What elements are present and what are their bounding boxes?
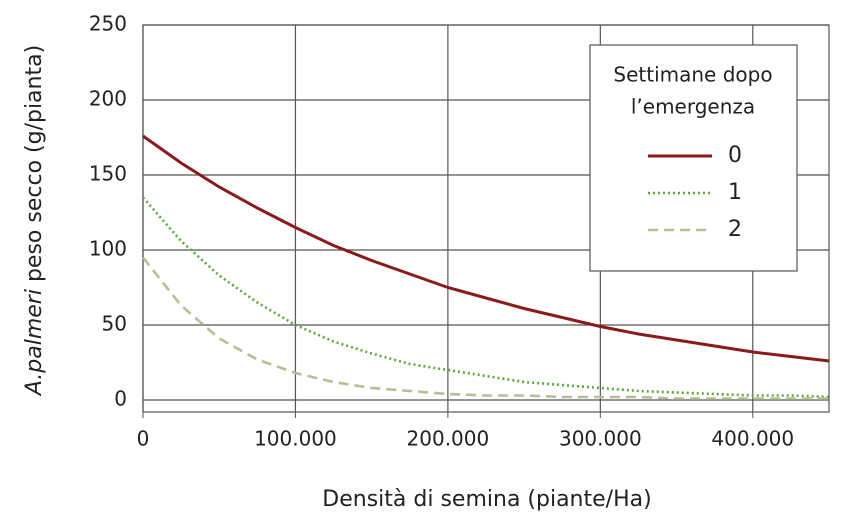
- y-axis-label-rest: peso secco (g/pianta): [22, 45, 47, 282]
- x-tick-label: 200.000: [407, 427, 490, 451]
- y-tick-label: 200: [89, 87, 127, 111]
- x-tick-label: 0: [137, 427, 150, 451]
- x-tick-label: 300.000: [559, 427, 642, 451]
- legend-label: 0: [728, 143, 742, 168]
- legend-title: Settimane dopo: [613, 63, 772, 87]
- y-tick-label: 0: [114, 387, 127, 411]
- y-tick-label: 150: [89, 162, 127, 186]
- y-tick-label: 100: [89, 237, 127, 261]
- series-line: [142, 134, 830, 363]
- y-axis-label: A.palmeri peso secco (g/pianta): [22, 45, 47, 397]
- y-tick-label: 50: [102, 312, 127, 336]
- y-tick-label: 250: [89, 12, 127, 36]
- legend-box: [589, 44, 798, 272]
- legend-label: 1: [728, 180, 742, 205]
- y-axis-label-italic: A.palmeri: [22, 289, 47, 397]
- series-line: [141, 256, 829, 400]
- legend-title: l’emergenza: [631, 95, 755, 119]
- series-line: [142, 196, 830, 399]
- x-axis-label: Densità di semina (piante/Ha): [322, 487, 651, 512]
- x-tick-label: 400.000: [711, 427, 794, 451]
- x-tick-label: 100.000: [254, 427, 337, 451]
- legend-label: 2: [728, 217, 742, 242]
